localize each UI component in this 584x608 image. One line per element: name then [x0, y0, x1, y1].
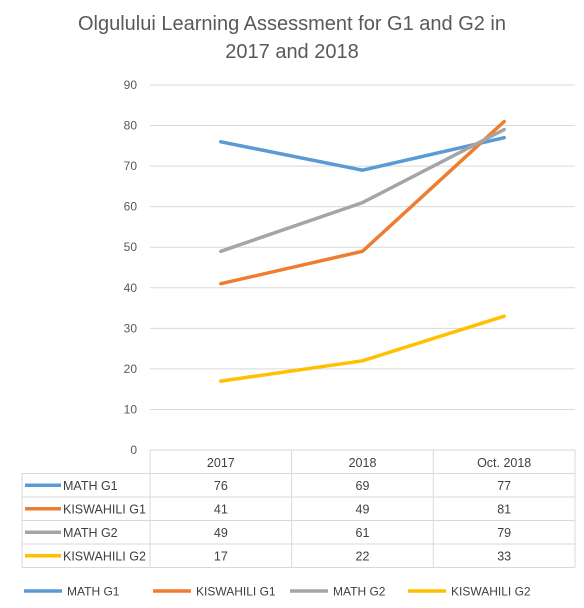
y-tick-label: 20 — [124, 362, 138, 376]
chart-title-line-2: 2017 and 2018 — [225, 41, 359, 63]
series-line — [219, 135, 506, 172]
x-category-label: Oct. 2018 — [477, 456, 531, 470]
table-data-value: 49 — [356, 502, 370, 516]
table-data-value: 33 — [497, 549, 511, 563]
table-data-value: 77 — [497, 479, 511, 493]
legend-label: MATH G1 — [67, 585, 120, 599]
legend-label: MATH G2 — [333, 585, 386, 599]
y-tick-label: 0 — [130, 443, 137, 457]
table-series-name: KISWAHILI G2 — [63, 549, 146, 563]
table-data-value: 79 — [497, 526, 511, 540]
table-series-name: MATH G2 — [63, 526, 118, 540]
y-tick-label: 80 — [124, 119, 138, 133]
x-category-label: 2018 — [349, 456, 377, 470]
table-data-value: 61 — [356, 526, 370, 540]
table-series-name: KISWAHILI G1 — [63, 502, 146, 516]
y-tick-label: 10 — [124, 402, 138, 416]
chart-title: Olgulului Learning Assessment for G1 and… — [0, 10, 584, 66]
table-data-value: 81 — [497, 502, 511, 516]
y-tick-label: 90 — [124, 78, 138, 92]
series-line — [219, 314, 506, 383]
legend-label: KISWAHILI G2 — [451, 585, 531, 599]
chart-title-line-1: Olgulului Learning Assessment for G1 and… — [77, 13, 507, 35]
y-tick-label: 70 — [124, 159, 138, 173]
table-series-name: MATH G1 — [63, 479, 118, 493]
table-data-value: 69 — [356, 479, 370, 493]
x-category-label: 2017 — [207, 456, 235, 470]
y-tick-label: 50 — [124, 240, 138, 254]
series-line — [219, 119, 506, 286]
table-data-value: 41 — [214, 502, 228, 516]
table-data-value: 17 — [214, 549, 228, 563]
table-data-value: 49 — [214, 526, 228, 540]
y-tick-label: 30 — [124, 321, 138, 335]
series-line — [219, 127, 506, 254]
y-tick-label: 40 — [124, 281, 138, 295]
y-tick-label: 60 — [124, 200, 138, 214]
table-data-value: 22 — [356, 549, 370, 563]
table-data-value: 76 — [214, 479, 228, 493]
legend-label: KISWAHILI G1 — [196, 585, 276, 599]
